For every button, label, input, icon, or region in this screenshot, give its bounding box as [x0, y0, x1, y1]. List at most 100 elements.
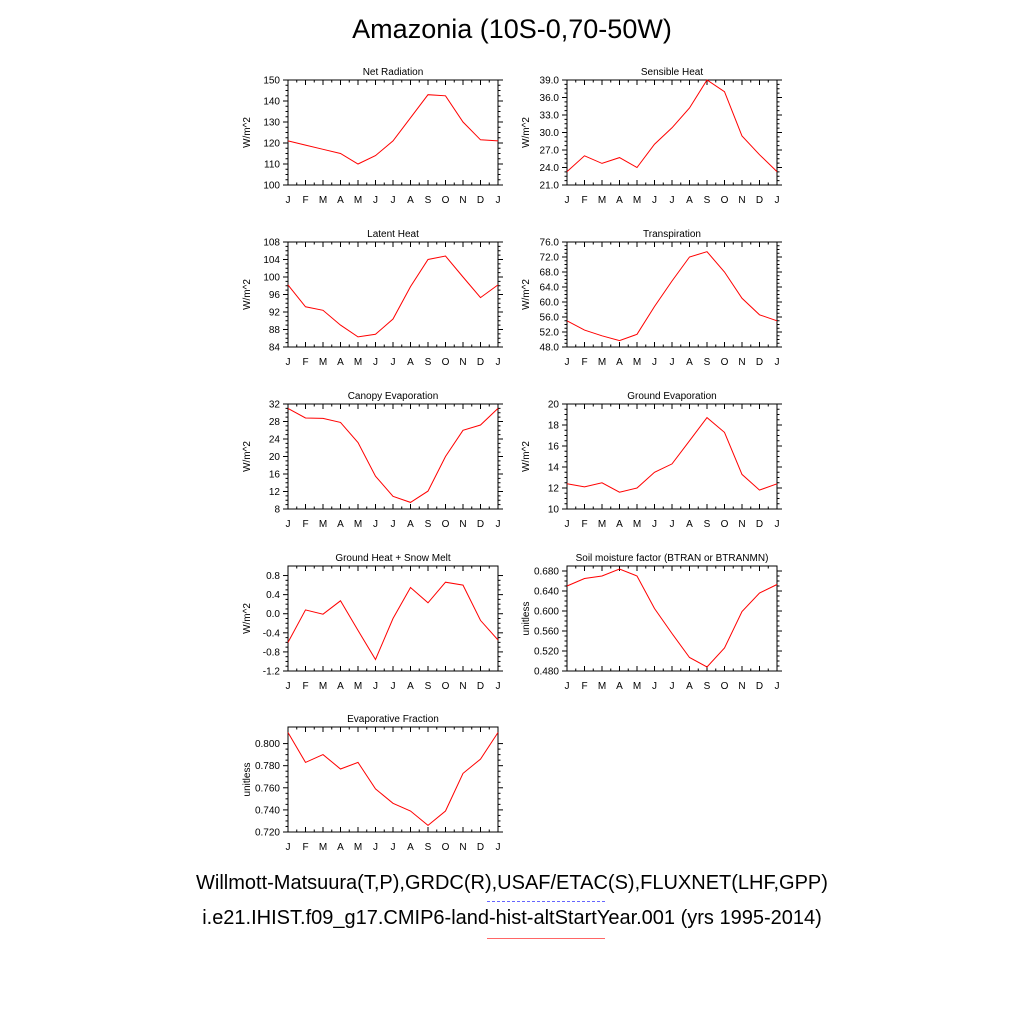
x-tick-label: F — [581, 681, 587, 692]
x-tick-label: J — [652, 357, 657, 368]
x-tick-label: O — [721, 681, 729, 692]
x-tick-label: M — [633, 519, 641, 530]
plot-frame — [287, 79, 499, 186]
y-tick-label: 16 — [548, 442, 560, 453]
x-tick-label: M — [633, 195, 641, 206]
y-axis-label: W/m^2 — [242, 603, 253, 634]
x-tick-label: M — [354, 681, 362, 692]
y-tick-label: 104 — [263, 255, 280, 266]
x-tick-label: J — [391, 519, 396, 530]
series-line — [566, 251, 778, 342]
x-tick-label: J — [391, 842, 396, 853]
x-tick-label: J — [391, 681, 396, 692]
x-tick-label: O — [442, 681, 450, 692]
x-tick-label: J — [565, 357, 570, 368]
x-tick-label: N — [738, 681, 745, 692]
y-tick-label: 0.480 — [534, 667, 559, 678]
x-tick-label: J — [670, 195, 675, 206]
x-tick-label: M — [319, 681, 327, 692]
x-tick-label: O — [442, 195, 450, 206]
y-tick-label: 24.0 — [540, 163, 560, 174]
series-line — [287, 255, 499, 338]
y-tick-label: 8 — [274, 505, 280, 516]
y-axis-label: W/m^2 — [242, 117, 253, 148]
legend-entry-observations: Willmott-Matsuura(T,P),GRDC(R),USAF/ETAC… — [196, 872, 828, 894]
x-tick-label: J — [286, 195, 291, 206]
y-tick-label: 39.0 — [540, 76, 560, 87]
y-tick-label: 0.520 — [534, 647, 559, 658]
x-tick-label: M — [319, 519, 327, 530]
series-line — [287, 94, 499, 165]
y-tick-label: 84 — [269, 343, 281, 354]
y-tick-label: 30.0 — [540, 128, 560, 139]
y-tick-label: 0.560 — [534, 627, 559, 638]
panel-title: Transpiration — [643, 229, 701, 240]
x-tick-label: N — [459, 195, 466, 206]
y-tick-label: -0.4 — [263, 628, 281, 639]
y-tick-label: 0.760 — [255, 783, 280, 794]
x-tick-label: F — [302, 519, 308, 530]
x-tick-label: D — [756, 195, 763, 206]
y-tick-label: 33.0 — [540, 111, 560, 122]
x-tick-label: M — [598, 195, 606, 206]
y-tick-label: 21.0 — [540, 181, 560, 192]
y-tick-label: 10 — [548, 505, 560, 516]
y-tick-label: 0.0 — [266, 609, 280, 620]
y-tick-label: 120 — [263, 139, 280, 150]
x-tick-label: D — [477, 357, 484, 368]
x-tick-label: D — [477, 681, 484, 692]
x-tick-label: J — [286, 681, 291, 692]
x-tick-label: N — [738, 519, 745, 530]
x-tick-label: J — [286, 357, 291, 368]
x-tick-label: J — [565, 681, 570, 692]
chart-panel: J F M A M J J A S O N D J-1.2-0.8-0.40.00.40.8Ground… — [242, 553, 503, 692]
x-tick-label: A — [337, 195, 344, 206]
y-tick-label: 100 — [263, 181, 280, 192]
y-tick-label: 130 — [263, 118, 280, 129]
plot-frame — [566, 565, 778, 672]
y-tick-label: 14 — [548, 463, 560, 474]
y-tick-label: 48.0 — [540, 343, 560, 354]
y-tick-label: 0.800 — [255, 739, 280, 750]
x-tick-label: A — [407, 195, 414, 206]
y-tick-label: 0.740 — [255, 805, 280, 816]
y-tick-label: 76.0 — [540, 238, 560, 249]
x-tick-label: F — [581, 519, 587, 530]
y-tick-label: 60.0 — [540, 298, 560, 309]
x-tick-label: J — [775, 195, 780, 206]
x-tick-label: F — [302, 842, 308, 853]
x-tick-label: N — [459, 681, 466, 692]
x-tick-label: J — [496, 842, 501, 853]
series-line — [287, 407, 499, 503]
panel-title: Latent Heat — [367, 229, 419, 240]
y-axis-label: W/m^2 — [242, 279, 253, 310]
plot-frame — [566, 241, 778, 348]
x-tick-label: J — [565, 195, 570, 206]
y-tick-label: 0.4 — [266, 590, 280, 601]
x-tick-label: F — [302, 681, 308, 692]
x-tick-label: J — [496, 681, 501, 692]
series-line — [566, 79, 778, 172]
x-tick-label: J — [391, 357, 396, 368]
legend-line-model — [487, 938, 605, 939]
y-tick-label: 56.0 — [540, 313, 560, 324]
y-tick-label: 24 — [269, 435, 281, 446]
x-tick-label: A — [337, 519, 344, 530]
y-axis-label: W/m^2 — [521, 279, 532, 310]
plot-frame — [287, 241, 499, 348]
plot-frame — [287, 403, 499, 510]
x-tick-label: J — [670, 357, 675, 368]
figure-title: Amazonia (10S-0,70-50W) — [352, 14, 672, 44]
plot-frame — [566, 403, 778, 510]
x-tick-label: J — [652, 681, 657, 692]
x-tick-label: N — [459, 519, 466, 530]
y-tick-label: 0.720 — [255, 828, 280, 839]
y-tick-label: 18 — [548, 421, 560, 432]
panel-title: Soil moisture factor (BTRAN or BTRANMN) — [576, 553, 769, 564]
x-tick-label: S — [425, 681, 432, 692]
chart-panel: J F M A M J J A S O N D J0.4800.5200.5600.6000.6400.… — [521, 553, 782, 692]
